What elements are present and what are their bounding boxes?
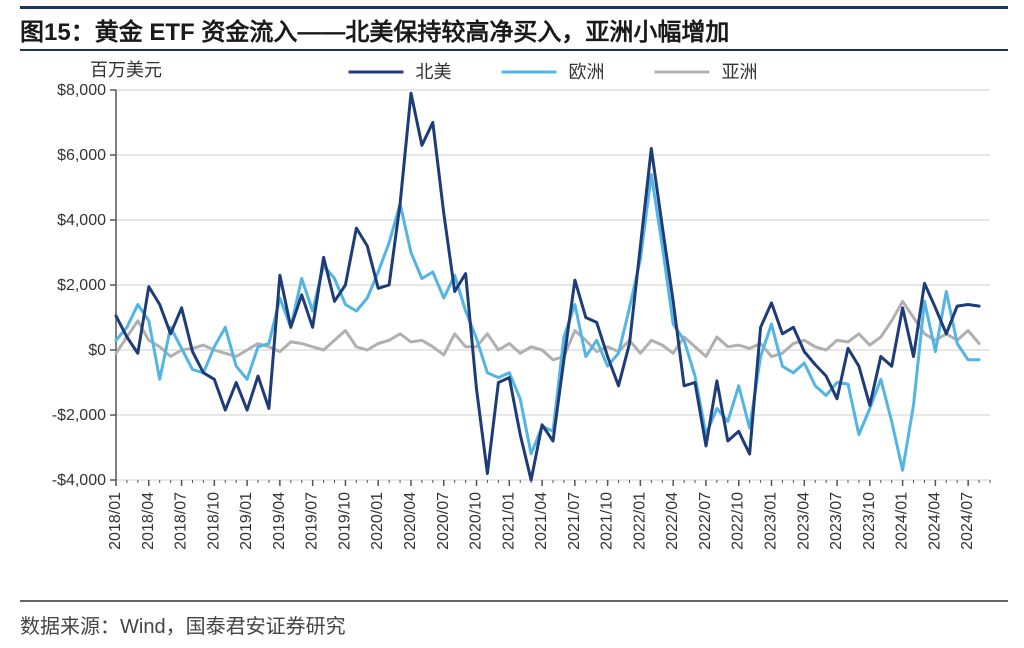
svg-text:2021/01: 2021/01 (500, 492, 517, 550)
svg-text:$4,000: $4,000 (57, 212, 106, 229)
svg-text:2019/10: 2019/10 (336, 492, 353, 550)
svg-text:$6,000: $6,000 (57, 147, 106, 164)
svg-text:2023/04: 2023/04 (795, 492, 812, 550)
svg-text:2020/07: 2020/07 (435, 492, 452, 550)
svg-text:2022/10: 2022/10 (730, 492, 747, 550)
svg-text:2018/07: 2018/07 (173, 492, 190, 550)
svg-text:2023/10: 2023/10 (861, 492, 878, 550)
svg-text:2023/01: 2023/01 (763, 492, 780, 550)
svg-text:百万美元: 百万美元 (90, 60, 162, 80)
svg-text:2021/10: 2021/10 (599, 492, 616, 550)
svg-text:欧洲: 欧洲 (569, 62, 605, 82)
svg-text:2021/07: 2021/07 (566, 492, 583, 550)
svg-text:2022/07: 2022/07 (697, 492, 714, 550)
chart-svg: 百万美元 -$4,000 -$2,000 $0 $2,000 $4,000 $6,000 $8… (20, 50, 1008, 598)
svg-text:2022/01: 2022/01 (631, 492, 648, 550)
svg-text:北美: 北美 (416, 62, 452, 82)
svg-text:2024/07: 2024/07 (959, 492, 976, 550)
svg-text:-$4,000: -$4,000 (52, 472, 106, 489)
svg-text:2020/01: 2020/01 (369, 492, 386, 550)
figure-number: 图15： (20, 12, 95, 47)
svg-text:2019/04: 2019/04 (271, 492, 288, 550)
svg-text:2018/10: 2018/10 (205, 492, 222, 550)
figure-container: 图15： 黄金 ETF 资金流入——北美保持较高净买入，亚洲小幅增加 百万美元 -… (0, 0, 1024, 648)
svg-text:2019/01: 2019/01 (238, 492, 255, 550)
svg-text:-$2,000: -$2,000 (52, 407, 106, 424)
svg-text:2018/01: 2018/01 (107, 492, 124, 550)
figure-title-bar: 图15： 黄金 ETF 资金流入——北美保持较高净买入，亚洲小幅增加 (20, 6, 1008, 51)
svg-text:2020/10: 2020/10 (468, 492, 485, 550)
chart-area: 百万美元 -$4,000 -$2,000 $0 $2,000 $4,000 $6,000 $8… (20, 50, 1008, 598)
svg-text:$0: $0 (88, 342, 106, 359)
source-text: 数据来源：Wind，国泰君安证券研究 (20, 610, 346, 639)
svg-text:2023/07: 2023/07 (828, 492, 845, 550)
svg-text:亚洲: 亚洲 (722, 62, 758, 82)
svg-text:2022/04: 2022/04 (664, 492, 681, 550)
figure-title-text: 黄金 ETF 资金流入——北美保持较高净买入，亚洲小幅增加 (95, 12, 730, 47)
svg-text:2024/01: 2024/01 (894, 492, 911, 550)
svg-text:2019/07: 2019/07 (304, 492, 321, 550)
svg-text:2021/04: 2021/04 (533, 492, 550, 550)
svg-text:$2,000: $2,000 (57, 277, 106, 294)
svg-text:$8,000: $8,000 (57, 82, 106, 99)
svg-text:2018/04: 2018/04 (140, 492, 157, 550)
svg-text:2020/04: 2020/04 (402, 492, 419, 550)
source-bar: 数据来源：Wind，国泰君安证券研究 (20, 600, 1008, 642)
svg-text:2024/04: 2024/04 (926, 492, 943, 550)
